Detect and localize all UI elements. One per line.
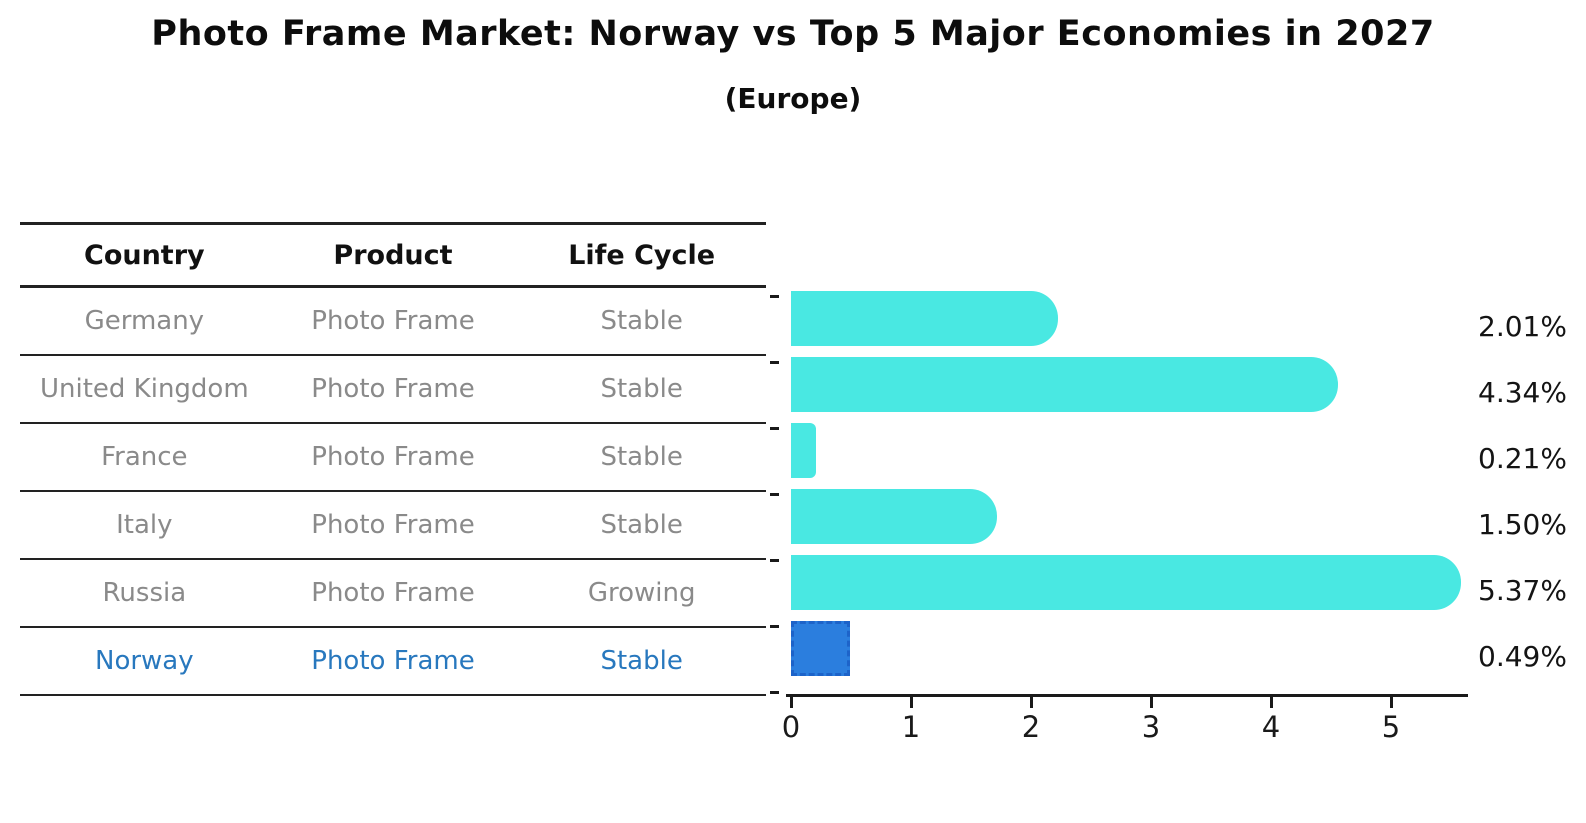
value-label-germany: 2.01% xyxy=(1478,309,1567,343)
bar-united-kingdom xyxy=(791,356,1338,412)
y-axis-tick xyxy=(770,691,779,694)
product-cell: Photo Frame xyxy=(311,374,475,404)
value-label-norway: 0.49% xyxy=(1478,639,1567,673)
bar-row xyxy=(791,351,1461,417)
product-cell: Photo Frame xyxy=(311,510,475,540)
life-cycle-cell: Stable xyxy=(600,510,683,540)
bar-germany xyxy=(791,290,1059,346)
x-axis-tick xyxy=(790,697,793,708)
x-tick-label-2: 2 xyxy=(1021,710,1041,744)
value-label-italy: 1.50% xyxy=(1478,507,1567,541)
value-label-russia: 5.37% xyxy=(1478,573,1567,607)
product-cell: Photo Frame xyxy=(311,578,475,608)
y-axis-tick xyxy=(770,295,779,298)
x-axis-tick xyxy=(1270,697,1273,708)
bar-row xyxy=(791,285,1461,351)
column-header-life-cycle: Life Cycle xyxy=(568,239,716,271)
country-cell: Italy xyxy=(116,510,173,540)
x-tick-label-4: 4 xyxy=(1261,710,1281,744)
life-cycle-cell: Stable xyxy=(600,442,683,472)
chart-title: Photo Frame Market: Norway vs Top 5 Majo… xyxy=(151,14,1435,54)
x-axis-tick xyxy=(1150,697,1153,708)
x-axis-line xyxy=(786,694,1468,697)
x-tick-label-0: 0 xyxy=(781,710,801,744)
x-tick-label-1: 1 xyxy=(901,710,921,744)
product-cell: Photo Frame xyxy=(311,442,475,472)
x-axis-tick xyxy=(1030,697,1033,708)
product-cell: Photo Frame xyxy=(311,646,475,676)
x-axis-tick xyxy=(1390,697,1393,708)
country-cell: France xyxy=(101,442,188,472)
bar-row xyxy=(791,615,1461,681)
bar-row xyxy=(791,549,1462,615)
country-cell: Germany xyxy=(84,306,205,336)
life-cycle-cell: Growing xyxy=(587,578,696,608)
chart-subtitle: (Europe) xyxy=(724,82,862,115)
country-cell: Russia xyxy=(102,578,187,608)
table-row-italy: Italy Photo Frame Stable xyxy=(20,492,766,560)
table-row-norway: Norway Photo Frame Stable xyxy=(20,628,766,696)
x-axis-tick xyxy=(910,697,913,708)
country-table: Country Product Life Cycle Germany Photo… xyxy=(20,222,766,696)
bar-russia xyxy=(791,554,1462,610)
y-axis-tick xyxy=(770,493,779,496)
table-row-russia: Russia Photo Frame Growing xyxy=(20,560,766,628)
life-cycle-cell: Stable xyxy=(600,374,683,404)
table-row-france: France Photo Frame Stable xyxy=(20,424,766,492)
y-axis-tick xyxy=(770,625,779,628)
bar-row xyxy=(791,483,1461,549)
country-cell: Norway xyxy=(95,646,194,676)
bar-plot-area xyxy=(791,285,1462,681)
value-label-france: 0.21% xyxy=(1478,441,1567,475)
country-cell: United Kingdom xyxy=(39,374,249,404)
value-label-united-kingdom: 4.34% xyxy=(1478,375,1567,409)
value-label-column: 2.01% 4.34% 0.21% 1.50% 5.37% 0.49% xyxy=(1478,293,1567,689)
column-header-country: Country xyxy=(84,239,205,271)
bar-row xyxy=(791,417,1461,483)
life-cycle-cell: Stable xyxy=(600,306,683,336)
y-axis-tick xyxy=(770,559,779,562)
x-tick-label-3: 3 xyxy=(1141,710,1161,744)
y-axis-tick xyxy=(770,361,779,364)
table-header-row: Country Product Life Cycle xyxy=(20,222,766,288)
y-axis-tick xyxy=(770,427,779,430)
x-tick-label-5: 5 xyxy=(1381,710,1401,744)
column-header-product: Product xyxy=(333,239,453,271)
bar-italy xyxy=(791,488,997,544)
table-row-germany: Germany Photo Frame Stable xyxy=(20,288,766,356)
product-cell: Photo Frame xyxy=(311,306,475,336)
bar-norway-highlighted xyxy=(791,620,850,676)
table-row-united-kingdom: United Kingdom Photo Frame Stable xyxy=(20,356,766,424)
life-cycle-cell: Stable xyxy=(600,646,683,676)
bar-france xyxy=(791,422,817,478)
